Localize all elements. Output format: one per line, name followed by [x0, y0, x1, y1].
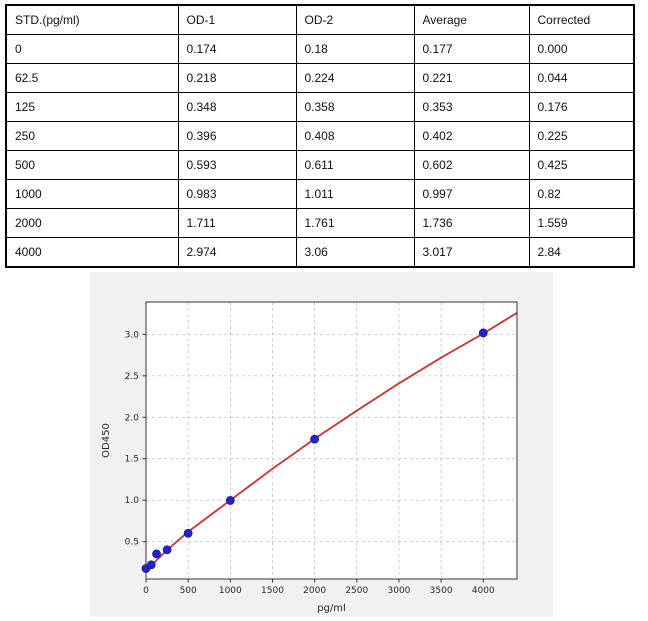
data-point — [162, 545, 172, 555]
plot-area — [146, 302, 517, 579]
table-row: 250 0.396 0.408 0.402 0.225 — [5, 121, 635, 151]
table-cell: 3.06 — [295, 237, 415, 268]
table-cell: 2000 — [5, 208, 179, 238]
table-cell: 0 — [5, 34, 179, 64]
table-cell: 0.425 — [528, 150, 635, 180]
table-cell: 0.225 — [528, 121, 635, 151]
table-cell: 2.974 — [177, 237, 297, 268]
table-cell: 0.402 — [413, 121, 530, 151]
y-tick-label: 0.5 — [125, 538, 139, 548]
x-tick-label: 3000 — [388, 586, 411, 596]
data-point — [310, 434, 320, 444]
table-cell: 1000 — [5, 179, 179, 209]
y-tick-label: 2.5 — [125, 372, 139, 382]
x-tick-label: 0 — [143, 586, 149, 596]
table-cell: 0.221 — [413, 63, 530, 93]
x-tick-label: 1500 — [261, 586, 284, 596]
x-axis-label: pg/ml — [317, 603, 346, 614]
column-header: STD.(pg/ml) — [5, 4, 179, 35]
table-cell: 0.997 — [413, 179, 530, 209]
x-tick-label: 1000 — [219, 586, 242, 596]
table-cell: 250 — [5, 121, 179, 151]
y-tick-label: 1.0 — [125, 496, 140, 506]
table-cell: 1.736 — [413, 208, 530, 238]
table-cell: 0.18 — [295, 34, 415, 64]
table-row: 0 0.174 0.18 0.177 0.000 — [5, 34, 635, 64]
table-cell: 0.593 — [177, 150, 297, 180]
x-tick-label: 3500 — [430, 586, 453, 596]
data-point — [183, 528, 193, 538]
column-header: OD-1 — [177, 4, 297, 35]
table-cell: 0.983 — [177, 179, 297, 209]
standard-curve-figure: 0 500 1000 1500 2000 2500 3000 3500 4000 0.5 1.0 1.… — [90, 272, 553, 617]
column-header: Average — [413, 4, 530, 35]
table-cell: 0.348 — [177, 92, 297, 122]
y-tick-label: 1.5 — [125, 455, 139, 465]
column-header: OD-2 — [295, 4, 415, 35]
table-row: 1000 0.983 1.011 0.997 0.82 — [5, 179, 635, 209]
standard-curve-chart: 0 500 1000 1500 2000 2500 3000 3500 4000 0.5 1.0 1.… — [101, 301, 518, 614]
standards-table-body: 0 0.174 0.18 0.177 0.000 62.5 0.218 0.224 0.221 0… — [5, 34, 635, 268]
column-header: Corrected — [528, 4, 635, 35]
table-cell: 0.408 — [295, 121, 415, 151]
y-axis-label: OD450 — [101, 423, 112, 458]
x-tick-label: 2500 — [345, 586, 368, 596]
y-tick-label: 3.0 — [125, 330, 140, 340]
table-cell: 500 — [5, 150, 179, 180]
data-point — [225, 496, 235, 505]
table-row: 125 0.348 0.358 0.353 0.176 — [5, 92, 635, 122]
table-cell: 1.711 — [177, 208, 297, 238]
data-point — [478, 328, 488, 338]
table-row: 62.5 0.218 0.224 0.221 0.044 — [5, 63, 635, 93]
fit-curve — [145, 312, 518, 573]
x-tick-label: 4000 — [472, 586, 495, 596]
header-row: STD.(pg/ml) OD-1 OD-2 Average Corrected — [5, 4, 635, 35]
table-cell: 0.177 — [413, 34, 530, 64]
table-cell: 0.174 — [177, 34, 297, 64]
standards-table: STD.(pg/ml) OD-1 OD-2 Average Corrected 0 0.1… — [5, 4, 635, 268]
table-row: 4000 2.974 3.06 3.017 2.84 — [5, 237, 635, 268]
table-cell: 0.353 — [413, 92, 530, 122]
table-cell: 0.611 — [295, 150, 415, 180]
data-point — [146, 560, 156, 570]
table-cell: 2.84 — [528, 237, 635, 268]
axes-spines — [145, 301, 518, 580]
y-tick-label: 2.0 — [125, 413, 140, 423]
table-cell: 125 — [5, 92, 179, 122]
table-cell: 4000 — [5, 237, 179, 268]
table-cell: 0.044 — [528, 63, 635, 93]
data-point — [152, 549, 161, 559]
table-cell: 0.82 — [528, 179, 635, 209]
table-row: 500 0.593 0.611 0.602 0.425 — [5, 150, 635, 180]
table-cell: 1.559 — [528, 208, 635, 238]
table-cell: 0.218 — [177, 63, 297, 93]
x-tick-label: 500 — [180, 586, 197, 596]
table-cell: 3.017 — [413, 237, 530, 268]
table-cell: 0.224 — [295, 63, 415, 93]
table-cell: 0.358 — [295, 92, 415, 122]
table-cell: 0.176 — [528, 92, 635, 122]
standards-table-header: STD.(pg/ml) OD-1 OD-2 Average Corrected — [5, 4, 635, 35]
table-cell: 0.602 — [413, 150, 530, 180]
table-cell: 0.000 — [528, 34, 635, 64]
table-cell: 62.5 — [5, 63, 179, 93]
table-cell: 1.761 — [295, 208, 415, 238]
table-cell: 0.396 — [177, 121, 297, 151]
table-cell: 1.011 — [295, 179, 415, 209]
table-row: 2000 1.711 1.761 1.736 1.559 — [5, 208, 635, 238]
x-tick-label: 2000 — [303, 586, 326, 596]
